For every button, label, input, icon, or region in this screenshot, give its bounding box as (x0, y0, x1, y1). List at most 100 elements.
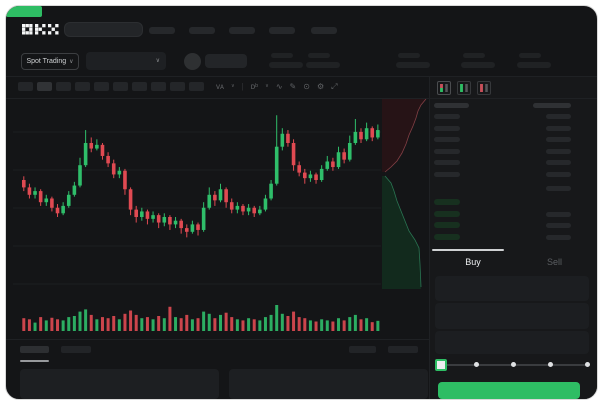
timeframe-button[interactable] (189, 82, 204, 91)
volume-bar (258, 320, 262, 331)
timeframe-button[interactable] (151, 82, 166, 91)
slider-stop-dot[interactable] (584, 362, 590, 367)
candle-body (27, 187, 32, 195)
orderbook-bids-icon[interactable] (457, 81, 471, 95)
bottom-content-block (20, 369, 219, 399)
orderbook-combined-icon[interactable] (437, 81, 451, 95)
order-form-field[interactable] (435, 276, 589, 301)
ticker-stat-value-placeholder (517, 62, 551, 68)
expand-icon[interactable]: ⤢ (331, 81, 338, 91)
orderbook-icon-row (480, 90, 488, 92)
ask-price-placeholder[interactable] (434, 137, 460, 143)
orderbook-icon-square (480, 86, 483, 88)
nav-item-placeholder[interactable] (149, 27, 175, 34)
volume-bar (370, 322, 374, 331)
search-input[interactable] (64, 22, 143, 37)
timeframe-button[interactable] (132, 82, 147, 91)
timeframe-button[interactable] (170, 82, 185, 91)
camera-icon[interactable]: ⊙ (303, 81, 310, 91)
volume-bar (297, 317, 301, 331)
volume-bar (44, 320, 48, 331)
volume-bar (235, 319, 239, 331)
candle-body (235, 205, 240, 210)
amount-slider-handle[interactable] (435, 359, 447, 371)
chevron-down-icon[interactable]: ∨ (230, 83, 235, 89)
ask-price-placeholder[interactable] (434, 172, 460, 177)
candle-body (95, 144, 99, 149)
coin-avatar (184, 53, 201, 70)
nav-item-placeholder[interactable] (311, 27, 337, 34)
nav-item-placeholder[interactable] (229, 27, 255, 34)
volume-bar (269, 314, 273, 331)
logo-block (22, 31, 26, 35)
slider-stop-dot[interactable] (547, 362, 553, 367)
orderbook-icon-line (465, 88, 468, 90)
nav-item-placeholder[interactable] (189, 27, 215, 34)
timeframe-button[interactable] (56, 82, 71, 91)
depth-bids-line (384, 175, 422, 288)
submit-buy-button[interactable] (438, 382, 580, 399)
chart-style-icon[interactable]: ᴅᵇ (250, 81, 259, 91)
volume-bar (123, 313, 127, 331)
bid-price-placeholder[interactable] (434, 210, 460, 217)
bottom-toolbar-placeholder[interactable] (349, 346, 376, 353)
okx-logo[interactable] (22, 24, 60, 35)
volume-bar (376, 320, 380, 331)
chevron-down-icon[interactable]: ∨ (265, 83, 269, 89)
nav-item-placeholder[interactable] (269, 27, 295, 34)
orderbook-layout-switcher (437, 81, 491, 95)
bottom-toolbar-placeholder[interactable] (388, 346, 418, 353)
bid-price-placeholder[interactable] (434, 199, 460, 205)
interval-display-icon[interactable]: ᴠᴀ (216, 81, 224, 91)
candle-body (44, 198, 49, 203)
ask-price-placeholder[interactable] (434, 114, 460, 119)
ask-price-placeholder[interactable] (434, 148, 460, 154)
volume-bar (72, 316, 76, 331)
candle-body (353, 131, 358, 143)
orderbook-icon-square (480, 90, 483, 92)
volume-bar (100, 317, 104, 331)
bid-price-placeholder[interactable] (434, 222, 460, 229)
settings-icon[interactable]: ⚙ (316, 81, 325, 91)
tab-buy[interactable]: Buy (465, 257, 481, 267)
volume-bar (202, 311, 206, 331)
timeframe-button[interactable] (75, 82, 90, 91)
candle-body (184, 228, 189, 232)
slider-stop-dot[interactable] (473, 362, 479, 367)
candle-body (246, 207, 251, 212)
orderbook-icon-square (440, 90, 443, 92)
tab-sell[interactable]: Sell (546, 257, 562, 267)
order-form-field[interactable] (435, 303, 589, 329)
ask-amount-placeholder (546, 137, 571, 143)
candle-body (286, 133, 290, 143)
candle-body (342, 152, 346, 160)
last-price-highlight[interactable] (6, 6, 42, 17)
candlestick-chart[interactable] (6, 6, 598, 400)
bottom-tab[interactable] (20, 346, 49, 353)
candle-body (258, 209, 262, 214)
candle-body (38, 191, 43, 203)
volume-bar (365, 318, 369, 331)
pair-selector-dropdown[interactable]: ∨ (86, 52, 166, 70)
ask-price-placeholder[interactable] (434, 125, 460, 131)
slider-stop-dot[interactable] (510, 362, 516, 367)
orderbook-icon-row (460, 86, 468, 88)
chevron-down-icon: ∨ (155, 58, 160, 64)
depth-bids-area (382, 176, 421, 289)
ask-price-placeholder[interactable] (434, 160, 460, 166)
draw-icon[interactable]: ✎ (289, 81, 297, 91)
ask-amount-placeholder (546, 114, 571, 119)
last-price-amount-placeholder (546, 186, 571, 191)
order-form-field[interactable] (435, 331, 589, 354)
volume-bar (275, 305, 279, 331)
market-type-dropdown[interactable]: Spot Trading ∨ (21, 53, 79, 70)
timeframe-button[interactable] (37, 82, 52, 91)
indicators-icon[interactable]: ∿ (275, 81, 283, 91)
orderbook-asks-icon[interactable] (477, 81, 491, 95)
bid-price-placeholder[interactable] (434, 234, 460, 241)
timeframe-button[interactable] (94, 82, 109, 91)
ticker-stat-label-placeholder (271, 53, 293, 58)
bottom-tab[interactable] (61, 346, 91, 353)
timeframe-button[interactable] (113, 82, 128, 91)
timeframe-button[interactable] (18, 82, 33, 91)
